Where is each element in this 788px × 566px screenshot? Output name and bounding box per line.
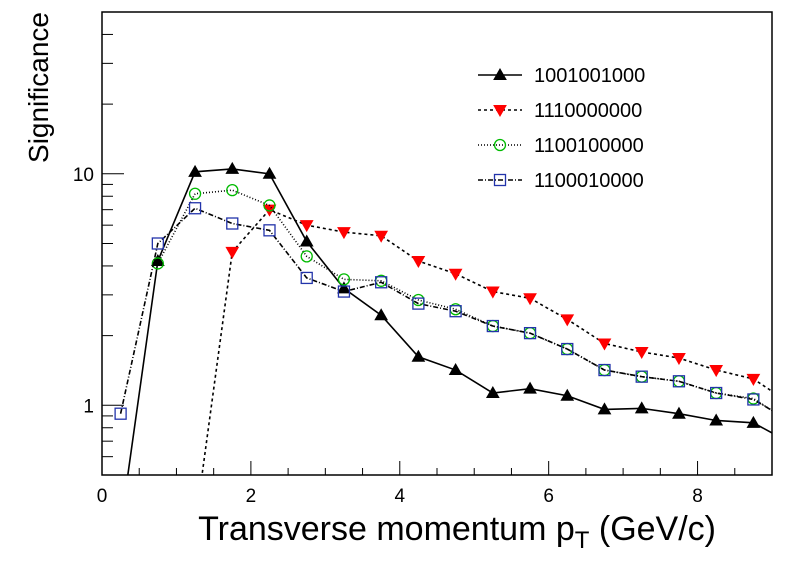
data-point [672,406,686,419]
x-axis-label-units: (GeV/c) [589,510,716,548]
data-point [225,161,240,174]
data-point [263,224,276,237]
legend-marker [493,67,507,80]
series-layer [114,161,772,475]
series-line [127,168,772,475]
data-point [411,256,426,269]
data-point [299,220,314,233]
series-line [201,208,772,475]
data-point [746,415,761,428]
data-point [411,349,426,362]
data-point [188,164,202,177]
data-point [635,370,648,383]
data-point [448,363,463,376]
data-point [374,308,389,321]
data-point [523,381,537,394]
data-point [226,217,239,230]
legend-label: 1100010000 [534,170,644,192]
data-point [672,375,686,388]
data-point [485,386,500,399]
data-point [747,393,760,406]
x-tick-label: 8 [692,486,703,507]
x-tick-label: 2 [246,486,257,507]
data-point [597,338,612,351]
legend-label: 1001001000 [534,65,645,87]
data-point [710,386,723,400]
legend-entry: 1001001000 [478,65,645,87]
data-point [709,365,724,378]
series-line [157,189,772,412]
series-1100100000 [151,184,772,412]
x-axis-label: Transverse momentum pT (GeV/c) [198,510,716,554]
data-point [151,257,164,270]
series-1110000000 [201,204,772,475]
legend: 1001001000 1110000000 1100100000 1100010000 [478,65,645,192]
data-point [485,286,500,299]
data-point [188,187,202,200]
data-point [374,230,389,243]
x-tick-label: 4 [394,486,405,507]
data-point [337,273,351,286]
x-tick-label: 6 [543,486,554,507]
data-point [412,297,425,310]
data-point [560,388,575,401]
legend-marker [493,105,507,118]
data-point [300,250,313,263]
data-point [560,314,575,327]
data-point [151,237,164,250]
data-point [114,407,127,420]
legend-label: 1100100000 [534,135,644,157]
data-point [375,276,388,289]
y-tick-label: 1 [83,396,94,417]
legend-label: 1110000000 [534,100,642,122]
data-point [337,285,351,298]
data-point [523,326,537,340]
data-point [672,353,686,366]
data-point [188,202,202,215]
series-1001001000 [127,161,772,475]
x-axis-label-subscript: T [575,527,590,554]
data-point [634,346,649,359]
series-1100010000 [114,202,772,420]
data-point [337,227,351,240]
legend-marker [493,173,507,187]
data-point [449,305,462,318]
axis-ticks [101,11,773,476]
data-point [598,363,611,377]
data-point [263,199,276,212]
legend-entry: 1100100000 [478,135,644,157]
y-tick-label: 10 [73,165,94,186]
legend-entry: 1100010000 [478,170,644,192]
legend-marker [493,138,507,152]
data-point [597,402,612,415]
y-axis-label: Significance [23,12,54,163]
data-point [634,401,649,414]
data-point [300,271,313,285]
data-point [225,246,240,259]
data-point [486,319,499,333]
data-point [262,166,277,179]
tick-labels: 0 2 4 6 8 1 10 [73,165,703,507]
data-point [299,234,314,247]
series-line [119,207,772,414]
data-point [561,342,574,356]
data-point [746,373,761,386]
data-point [709,413,724,426]
x-axis-label-main: Transverse momentum p [198,510,575,548]
plot-frame [101,11,773,476]
data-point [226,184,239,197]
data-point [448,268,463,281]
x-tick-label: 0 [97,486,108,507]
data-point [523,293,537,306]
legend-entry: 1110000000 [478,100,642,122]
